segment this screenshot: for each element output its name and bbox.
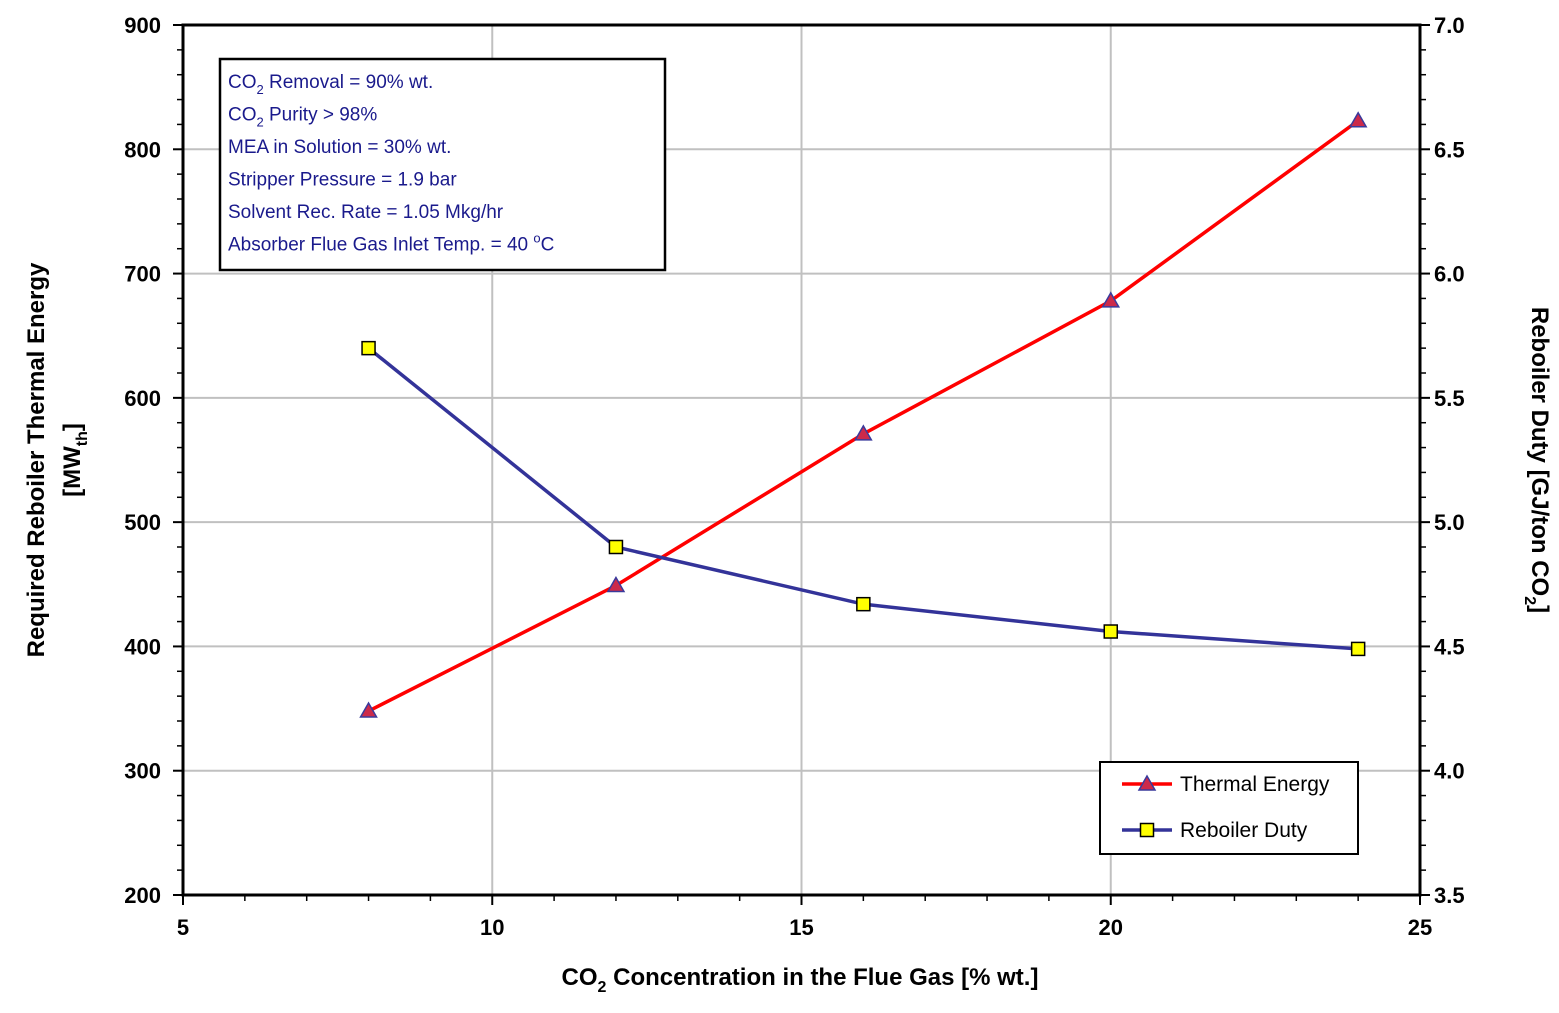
y-right-tick-label: 6.0 <box>1434 262 1465 287</box>
annotation-lines: CO2 Removal = 90% wt.CO2 Purity > 98%MEA… <box>228 72 554 256</box>
annotation-subscript: 2 <box>257 82 264 97</box>
x-axis-title: CO2 Concentration in the Flue Gas [% wt.… <box>562 964 1039 996</box>
annotation-line: CO2 Removal = 90% wt. <box>228 72 433 97</box>
y-left-tick-label: 400 <box>124 634 161 659</box>
data-point-triangle <box>1101 291 1121 308</box>
annotation-text: Stripper Pressure = 1.9 bar <box>228 170 457 191</box>
legend-marker-triangle <box>1137 774 1157 791</box>
data-point-square <box>361 340 376 356</box>
annotation-text: Solvent Rec. Rate = 1.05 Mkg/hr <box>228 202 504 223</box>
annotation-line: Absorber Flue Gas Inlet Temp. = 40 oC <box>228 231 554 256</box>
x-axis-title-sub: 2 <box>598 979 607 996</box>
legend-label: Reboiler Duty <box>1180 819 1308 842</box>
y-right-tick-label: 5.0 <box>1434 510 1465 535</box>
annotation-line: CO2 Purity > 98% <box>228 105 377 130</box>
x-tick-label: 20 <box>1099 915 1123 940</box>
y-right-axis-title-sub: 2 <box>1521 596 1538 605</box>
y-right-axis-title: Reboiler Duty [GJ/ton CO2] <box>1521 307 1553 613</box>
y-left-tick-label: 800 <box>124 137 161 162</box>
series-reboiler-duty <box>361 340 1366 657</box>
data-point-triangle <box>854 424 873 441</box>
y-left-axis-title-line2: [MWth] <box>59 423 91 497</box>
tick-labels: 5 10 15 20 25 200 300 400 500 600 700 800 900 3.5 4.0 4… <box>124 13 1464 940</box>
y-right-tick-label: 3.5 <box>1434 883 1465 908</box>
legend-label: Thermal Energy <box>1180 773 1330 796</box>
data-point-square <box>1350 641 1366 657</box>
annotation-text-rest: Purity > 98% <box>264 105 378 126</box>
y-left-axis-title-line1: Required Reboiler Thermal Energy <box>23 262 50 657</box>
legend-items: Thermal Energy Reboiler Duty <box>1122 773 1330 842</box>
annotation-line: Solvent Rec. Rate = 1.05 Mkg/hr <box>228 202 504 223</box>
series-layer <box>359 111 1368 718</box>
legend-marker-square <box>1139 822 1155 838</box>
data-point-triangle <box>359 701 378 718</box>
y-left-tick-label: 700 <box>124 262 161 287</box>
y-left-axis-title-sub: th <box>74 431 91 446</box>
annotation-text: Absorber Flue Gas Inlet Temp. = 40 <box>228 235 533 256</box>
x-tick-label: 5 <box>177 915 189 940</box>
legend-item-thermal-energy: Thermal Energy <box>1122 773 1330 796</box>
y-left-tick-label: 600 <box>124 386 161 411</box>
annotation-text: CO <box>228 72 257 93</box>
data-point-triangle <box>606 576 626 593</box>
annotation-text-rest: C <box>541 235 555 256</box>
annotation-box-frame <box>218 57 667 272</box>
annotation-line: MEA in Solution = 30% wt. <box>228 137 451 158</box>
annotation-text: MEA in Solution = 30% wt. <box>228 137 451 158</box>
axis-ticks <box>173 24 1430 905</box>
y-right-axis-title-pre: Reboiler Duty [GJ/ton CO <box>1526 307 1553 596</box>
data-point-square <box>856 596 871 612</box>
annotation-text: CO <box>228 105 257 126</box>
legend: Thermal Energy Reboiler Duty <box>1099 761 1359 855</box>
y-right-tick-label: 5.5 <box>1434 386 1465 411</box>
annotation-line: Stripper Pressure = 1.9 bar <box>228 170 457 191</box>
y-right-tick-label: 6.5 <box>1434 137 1465 162</box>
y-left-tick-label: 200 <box>124 883 161 908</box>
series-thermal-energy <box>359 111 1368 718</box>
data-point-triangle <box>1348 111 1368 128</box>
y-right-tick-label: 4.0 <box>1434 759 1465 784</box>
x-axis-title-pre: CO <box>562 964 598 991</box>
y-left-tick-label: 900 <box>124 13 161 38</box>
y-right-axis-title-post: ] <box>1526 605 1553 613</box>
y-left-tick-label: 300 <box>124 759 161 784</box>
data-point-square <box>1103 624 1118 639</box>
grid-lines <box>183 25 1420 895</box>
x-axis-title-post: Concentration in the Flue Gas [% wt.] <box>606 964 1038 991</box>
y-right-tick-label: 7.0 <box>1434 13 1465 38</box>
data-point-square <box>608 539 624 555</box>
x-tick-label: 15 <box>789 915 813 940</box>
legend-item-reboiler-duty: Reboiler Duty <box>1122 819 1308 842</box>
y-left-axis-title-pre: [MW <box>59 446 86 497</box>
y-left-axis-title-post: ] <box>59 423 86 431</box>
legend-frame <box>1099 761 1359 855</box>
annotation-subscript: 2 <box>257 115 264 130</box>
x-tick-label: 10 <box>480 915 504 940</box>
conditions-annotation-box: CO2 Removal = 90% wt.CO2 Purity > 98%MEA… <box>218 57 667 272</box>
annotation-superscript: o <box>533 231 540 246</box>
annotation-text-rest: Removal = 90% wt. <box>264 72 434 93</box>
y-left-tick-label: 500 <box>124 510 161 535</box>
y-right-tick-label: 4.5 <box>1434 634 1465 659</box>
x-tick-label: 25 <box>1408 915 1432 940</box>
